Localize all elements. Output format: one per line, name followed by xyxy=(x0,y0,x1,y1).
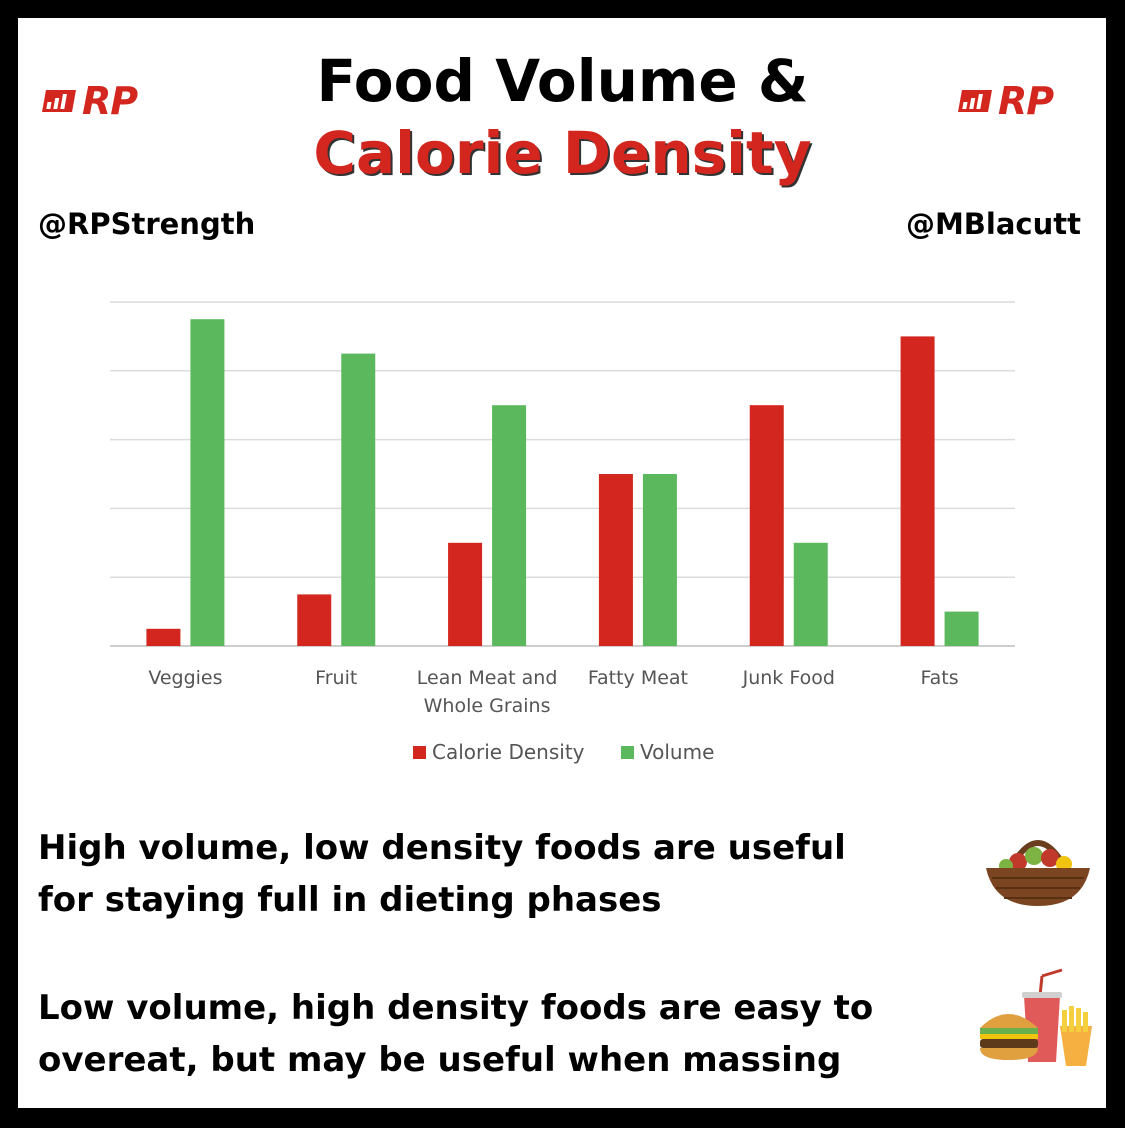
bar-chart: Veggies Fruit Lean Meat and Whole Grains Fat… xyxy=(110,301,1015,764)
caption-low-volume: Low volume, high density foods are easy … xyxy=(38,982,978,1086)
x-tick-label: Fatty Meat xyxy=(588,667,688,689)
title-line-2: Calorie Density xyxy=(313,119,812,187)
caption-high-volume-line-2: for staying full in dieting phases xyxy=(38,880,662,920)
bar-volume xyxy=(944,611,979,646)
bar-calorie-density xyxy=(749,405,784,646)
legend-label-volume: Volume xyxy=(640,740,714,764)
bar-calorie-density xyxy=(146,628,181,646)
caption-high-volume-line-1: High volume, low density foods are usefu… xyxy=(38,828,846,868)
title-line-1: Food Volume & xyxy=(316,47,809,115)
rp-logo-mark-icon xyxy=(42,90,76,112)
caption-low-volume-line-1: Low volume, high density foods are easy … xyxy=(38,988,874,1028)
bar-volume xyxy=(642,474,677,646)
legend-swatch-volume xyxy=(621,746,634,759)
caption-high-volume: High volume, low density foods are usefu… xyxy=(38,822,978,926)
fast-food-icon xyxy=(980,968,1092,1066)
legend-label-calorie-density: Calorie Density xyxy=(432,740,585,764)
rp-logo-text: RP xyxy=(82,79,138,123)
bar-volume xyxy=(190,319,225,646)
x-tick-label: Veggies xyxy=(148,667,222,689)
bar-volume xyxy=(492,405,527,646)
fruit-basket-icon xyxy=(986,840,1090,906)
x-tick-label: Junk Food xyxy=(742,667,835,689)
bar-volume xyxy=(341,353,376,646)
bar-calorie-density xyxy=(448,542,483,646)
bar-calorie-density xyxy=(598,474,633,646)
legend-swatch-calorie-density xyxy=(413,746,426,759)
bar-calorie-density xyxy=(297,594,332,646)
x-tick-label: Fats xyxy=(920,667,958,689)
caption-low-volume-line-2: overeat, but may be useful when massing xyxy=(38,1040,842,1080)
x-tick-label: Lean Meat and xyxy=(417,667,558,689)
x-tick-label: Whole Grains xyxy=(424,695,551,717)
rp-logo-mark-icon xyxy=(958,90,992,112)
rp-logo-text: RP xyxy=(998,79,1054,123)
x-tick-label: Fruit xyxy=(315,667,357,689)
rp-logo-left: RP xyxy=(42,79,138,123)
bar-calorie-density xyxy=(900,336,935,646)
rp-logo-right: RP xyxy=(958,79,1054,123)
bar-volume xyxy=(793,542,828,646)
handle-rpstrength: @RPStrength xyxy=(38,207,256,241)
handle-mblacutt: @MBlacutt xyxy=(905,207,1081,241)
